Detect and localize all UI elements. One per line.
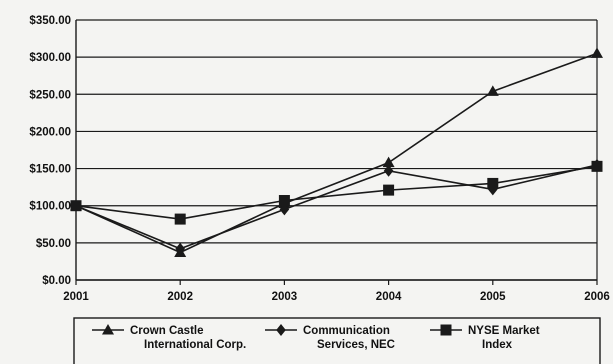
legend-label: Index [482, 339, 513, 351]
data-point-square [278, 195, 290, 207]
legend-marker-triangle [102, 324, 114, 335]
data-point-diamond [279, 203, 290, 216]
data-point-square [70, 200, 82, 212]
x-tick-label: 2006 [584, 291, 610, 303]
x-tick-label: 2002 [167, 291, 193, 303]
series-triangle [70, 47, 603, 258]
data-point-diamond [175, 242, 185, 255]
y-tick-label: $150.00 [29, 164, 71, 176]
y-tick-labels: $0.00 $50.00 $100.00 $150.00 $200.00 $250.00 $… [29, 15, 71, 287]
data-point-diamond [383, 164, 394, 177]
axes [75, 20, 598, 285]
y-tick-label: $200.00 [29, 126, 71, 138]
y-tick-label: $300.00 [29, 52, 71, 64]
x-tick-label: 2001 [63, 291, 89, 303]
y-tick-label: $50.00 [36, 238, 71, 250]
x-tick-labels: 2001 2002 2003 2004 2005 2006 [63, 291, 610, 303]
x-tick-label: 2005 [480, 291, 506, 303]
legend-marker-square [440, 324, 452, 336]
y-tick-label: $250.00 [29, 89, 71, 101]
legend-label: Communication [303, 325, 390, 337]
data-point-square [591, 160, 603, 172]
legend-label: Services, NEC [317, 339, 395, 351]
gridlines [76, 19, 597, 281]
legend-entry: Crown Castle International Corp. [92, 324, 246, 351]
legend-box [73, 317, 601, 364]
data-point-square [174, 213, 186, 225]
data-point-square [383, 184, 395, 196]
data-point-square [487, 177, 499, 189]
series-diamond [71, 158, 602, 255]
x-tick-label: 2003 [272, 291, 298, 303]
series-lines [70, 47, 603, 258]
data-point-triangle [486, 85, 499, 96]
y-tick-label: $0.00 [42, 275, 71, 287]
legend-marker-diamond [276, 324, 286, 336]
series-line [75, 165, 598, 220]
legend-entry: NYSE Market Index [430, 324, 540, 351]
legend-label: Crown Castle [130, 325, 204, 337]
data-point-triangle [591, 47, 603, 58]
x-tick-label: 2004 [376, 291, 402, 303]
legend-label: NYSE Market [468, 325, 540, 337]
series-square [70, 160, 603, 225]
data-point-triangle [382, 156, 395, 168]
series-line [75, 52, 598, 254]
legend-label: International Corp. [144, 339, 246, 351]
series-line [75, 164, 598, 250]
y-tick-label: $350.00 [29, 15, 71, 27]
y-tick-label: $100.00 [29, 201, 71, 213]
legend: Crown Castle International Corp. Communica… [73, 317, 601, 364]
legend-entry: Communication Services, NEC [265, 324, 395, 351]
